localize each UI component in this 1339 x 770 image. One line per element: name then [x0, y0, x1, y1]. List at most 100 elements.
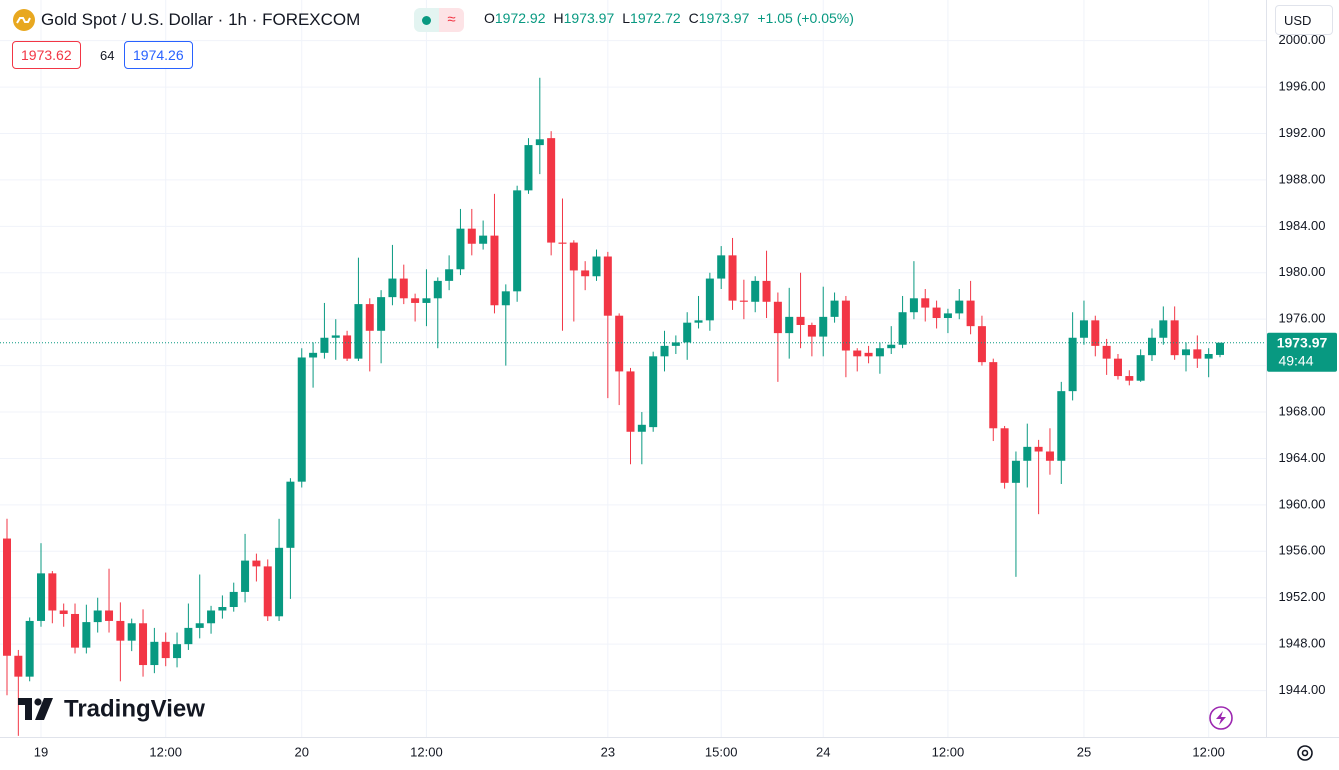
- candle-body: [275, 547, 284, 617]
- candle-body: [1023, 446, 1032, 461]
- candle-body: [377, 297, 386, 331]
- candle-body: [853, 350, 862, 357]
- candle-body: [343, 335, 352, 359]
- candle-body: [1136, 355, 1145, 381]
- x-tick-label: 12:00: [932, 744, 965, 759]
- candle-body: [1034, 446, 1043, 452]
- candle-body: [637, 424, 646, 432]
- candle-body: [603, 256, 612, 316]
- candle-body: [467, 228, 476, 244]
- candle-body: [116, 620, 125, 641]
- ohlc-value: 1973.97: [698, 10, 750, 26]
- candle-body: [898, 312, 907, 345]
- candle-body: [195, 623, 204, 628]
- candle-body: [263, 566, 272, 617]
- candle-body: [388, 278, 397, 298]
- candle-body: [320, 337, 329, 353]
- candle-body: [25, 620, 34, 677]
- candle-body: [841, 300, 850, 351]
- plot-layer: [0, 0, 1266, 737]
- candle-body: [694, 320, 703, 323]
- market-status[interactable]: ≈: [414, 8, 464, 32]
- candle-body: [558, 242, 567, 244]
- symbol-header: Gold Spot / U.S. Dollar · 1h · FOREXCOM: [12, 8, 360, 32]
- y-tick-label: 1952.00: [1279, 589, 1326, 604]
- candle-body: [241, 560, 250, 592]
- x-tick-label: 12:00: [149, 744, 182, 759]
- candle-body: [399, 278, 408, 299]
- candle-body: [649, 356, 658, 428]
- last-price-badge: [1267, 332, 1337, 372]
- candle-body: [569, 242, 578, 271]
- y-tick-label: 1980.00: [1279, 264, 1326, 279]
- candle-body: [717, 255, 726, 279]
- candle-body: [433, 280, 442, 299]
- y-tick-label: 1968.00: [1279, 403, 1326, 418]
- x-tick-label: 15:00: [705, 744, 738, 759]
- x-tick-label: 12:00: [1192, 744, 1225, 759]
- candle-body: [626, 371, 635, 432]
- candle-body: [445, 269, 454, 281]
- candle-body: [422, 298, 431, 303]
- y-tick-label: 1944.00: [1279, 682, 1326, 697]
- candle-body: [909, 298, 918, 313]
- y-tick-label: 1948.00: [1279, 636, 1326, 651]
- x-tick-label: 12:00: [410, 744, 443, 759]
- candle-body: [728, 255, 737, 301]
- x-tick-label: 20: [295, 744, 309, 759]
- candle-body: [660, 345, 669, 357]
- tradingview-logo: [18, 698, 53, 720]
- candle-body: [479, 235, 488, 244]
- status-open: [414, 8, 439, 32]
- x-tick-label: 24: [816, 744, 830, 759]
- candle-body: [1204, 354, 1213, 359]
- symbol-icon: [13, 9, 35, 31]
- ohlc-value: 1972.72: [630, 10, 681, 26]
- candle-body: [547, 138, 556, 243]
- bid-button[interactable]: 1973.62: [12, 41, 81, 69]
- ohlc-value: 1972.92: [494, 10, 546, 26]
- currency-button[interactable]: USD: [1275, 5, 1333, 35]
- candle-body: [1113, 358, 1122, 377]
- x-tick-label: 23: [601, 744, 615, 759]
- candle-body: [1000, 428, 1009, 483]
- ohlc-change: +1.05 (+0.05%): [757, 10, 854, 26]
- candle-body: [1216, 342, 1224, 355]
- candle-body: [1181, 349, 1190, 356]
- candle-body: [411, 298, 420, 303]
- candle-body: [943, 313, 952, 319]
- candle-body: [819, 316, 828, 337]
- y-tick-label: 1964.00: [1279, 450, 1326, 465]
- settings-button[interactable]: [1297, 745, 1313, 761]
- candle-body: [218, 607, 227, 611]
- x-tick-label: 25: [1077, 744, 1091, 759]
- last-price-label: 1973.97: [1277, 334, 1328, 350]
- candle-body: [887, 344, 896, 349]
- candle-body: [807, 324, 816, 337]
- candle-body: [830, 300, 839, 317]
- candle-body: [286, 481, 295, 548]
- candle-body: [252, 560, 261, 567]
- candle-body: [751, 280, 760, 302]
- candle-body: [37, 573, 46, 621]
- y-tick-label: 1956.00: [1279, 543, 1326, 558]
- candle-body: [207, 610, 216, 624]
- candle-body: [1011, 460, 1020, 483]
- candle-body: [921, 298, 930, 308]
- y-tick-label: 2000.00: [1279, 32, 1326, 47]
- candle-body: [989, 362, 998, 429]
- y-tick-label: 1960.00: [1279, 496, 1326, 511]
- ask-button[interactable]: 1974.26: [124, 41, 193, 69]
- lightning-button[interactable]: [1209, 706, 1233, 730]
- candle-body: [331, 335, 340, 338]
- candle-body: [3, 538, 11, 656]
- ohlc-key: C: [688, 10, 699, 26]
- candle-body: [354, 304, 363, 359]
- candle-body: [1159, 320, 1168, 338]
- status-delay: ≈: [439, 8, 464, 32]
- candle-body: [1057, 391, 1066, 461]
- y-tick-label: 1996.00: [1279, 79, 1326, 94]
- candle-body: [139, 623, 148, 666]
